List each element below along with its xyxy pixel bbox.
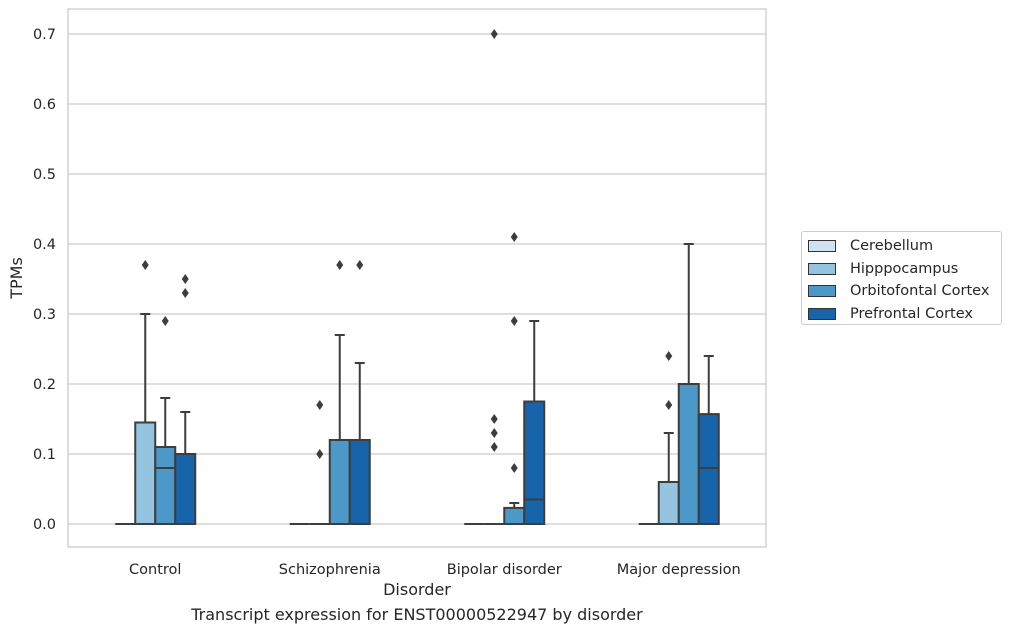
outlier-point (510, 316, 518, 326)
boxes (115, 29, 720, 526)
outlier-point (141, 260, 149, 270)
legend-swatch (808, 307, 836, 320)
legend-label: Prefrontal Cortex (850, 305, 973, 322)
legend: Cerebellum Hipppocampus Orbitofontal Corte… (801, 231, 1002, 325)
box-body (657, 481, 680, 525)
box-body (154, 446, 177, 525)
plot-frame (67, 8, 767, 548)
outlier-point (510, 463, 518, 473)
x-tick-label: Schizophrenia (279, 562, 381, 578)
box-hipppocampus (484, 29, 505, 525)
outlier-point (665, 351, 673, 361)
y-tick-label: 0.4 (33, 237, 56, 253)
outlier-point (490, 428, 498, 438)
figure-caption: Transcript expression for ENST0000052294… (191, 605, 643, 624)
y-tick-labels: 0.0 0.1 0.2 0.3 0.4 0.5 0.6 0.7 (33, 27, 56, 533)
box-hipppocampus (657, 351, 680, 525)
box-prefrontal-cortex (174, 274, 197, 525)
legend-entry: Orbitofontal Cortex (808, 280, 1001, 303)
legend-entry: Hipppocampus (808, 258, 1001, 281)
outlier-point (510, 232, 518, 242)
outlier-point (181, 288, 189, 298)
outlier-point (490, 442, 498, 452)
legend-label: Hipppocampus (850, 260, 959, 277)
box-prefrontal-cortex (348, 260, 371, 525)
legend-label: Orbitofontal Cortex (850, 283, 990, 300)
box-body (523, 400, 546, 525)
y-tick-label: 0.2 (33, 377, 56, 393)
y-tick-label: 0.1 (33, 447, 56, 463)
box-orbitofontal-cortex (677, 243, 700, 525)
legend-entry: Cerebellum (808, 235, 1001, 258)
box-body (328, 439, 351, 525)
box-body (677, 383, 700, 525)
legend-swatch (808, 262, 836, 275)
box-hipppocampus (134, 260, 157, 525)
y-tick-label: 0.7 (33, 27, 56, 43)
box-prefrontal-cortex (697, 355, 720, 526)
outlier-point (316, 449, 324, 459)
y-axis-label: TPMs (7, 257, 26, 300)
box-hipppocampus (309, 400, 330, 525)
box-body (503, 506, 526, 525)
outlier-point (490, 29, 498, 39)
legend-entry: Prefrontal Cortex (808, 303, 1001, 326)
x-tick-label: Major depression (617, 562, 741, 578)
box-orbitofontal-cortex (328, 260, 351, 525)
legend-label: Cerebellum (850, 238, 934, 255)
y-tick-label: 0.0 (33, 517, 56, 533)
box-body (697, 413, 720, 526)
box-body (348, 439, 371, 525)
box-body (174, 453, 197, 525)
legend-swatch (808, 240, 836, 253)
x-axis-label: Disorder (383, 580, 451, 599)
outlier-point (181, 274, 189, 284)
x-tick-label: Bipolar disorder (447, 562, 562, 578)
y-tick-label: 0.3 (33, 307, 56, 323)
x-tick-label: Control (129, 562, 181, 578)
box-orbitofontal-cortex (154, 316, 177, 525)
box-prefrontal-cortex (523, 320, 546, 525)
x-tick-labels: Control Schizophrenia Bipolar disorder Majo… (129, 562, 741, 578)
box-orbitofontal-cortex (503, 232, 526, 525)
outlier-point (490, 414, 498, 424)
y-tick-label: 0.6 (33, 97, 56, 113)
outlier-point (336, 260, 344, 270)
box-body (134, 421, 157, 525)
y-tick-label: 0.5 (33, 167, 56, 183)
legend-swatch (808, 285, 836, 298)
outlier-point (356, 260, 364, 270)
outlier-point (316, 400, 324, 410)
outlier-point (665, 400, 673, 410)
outlier-point (161, 316, 169, 326)
